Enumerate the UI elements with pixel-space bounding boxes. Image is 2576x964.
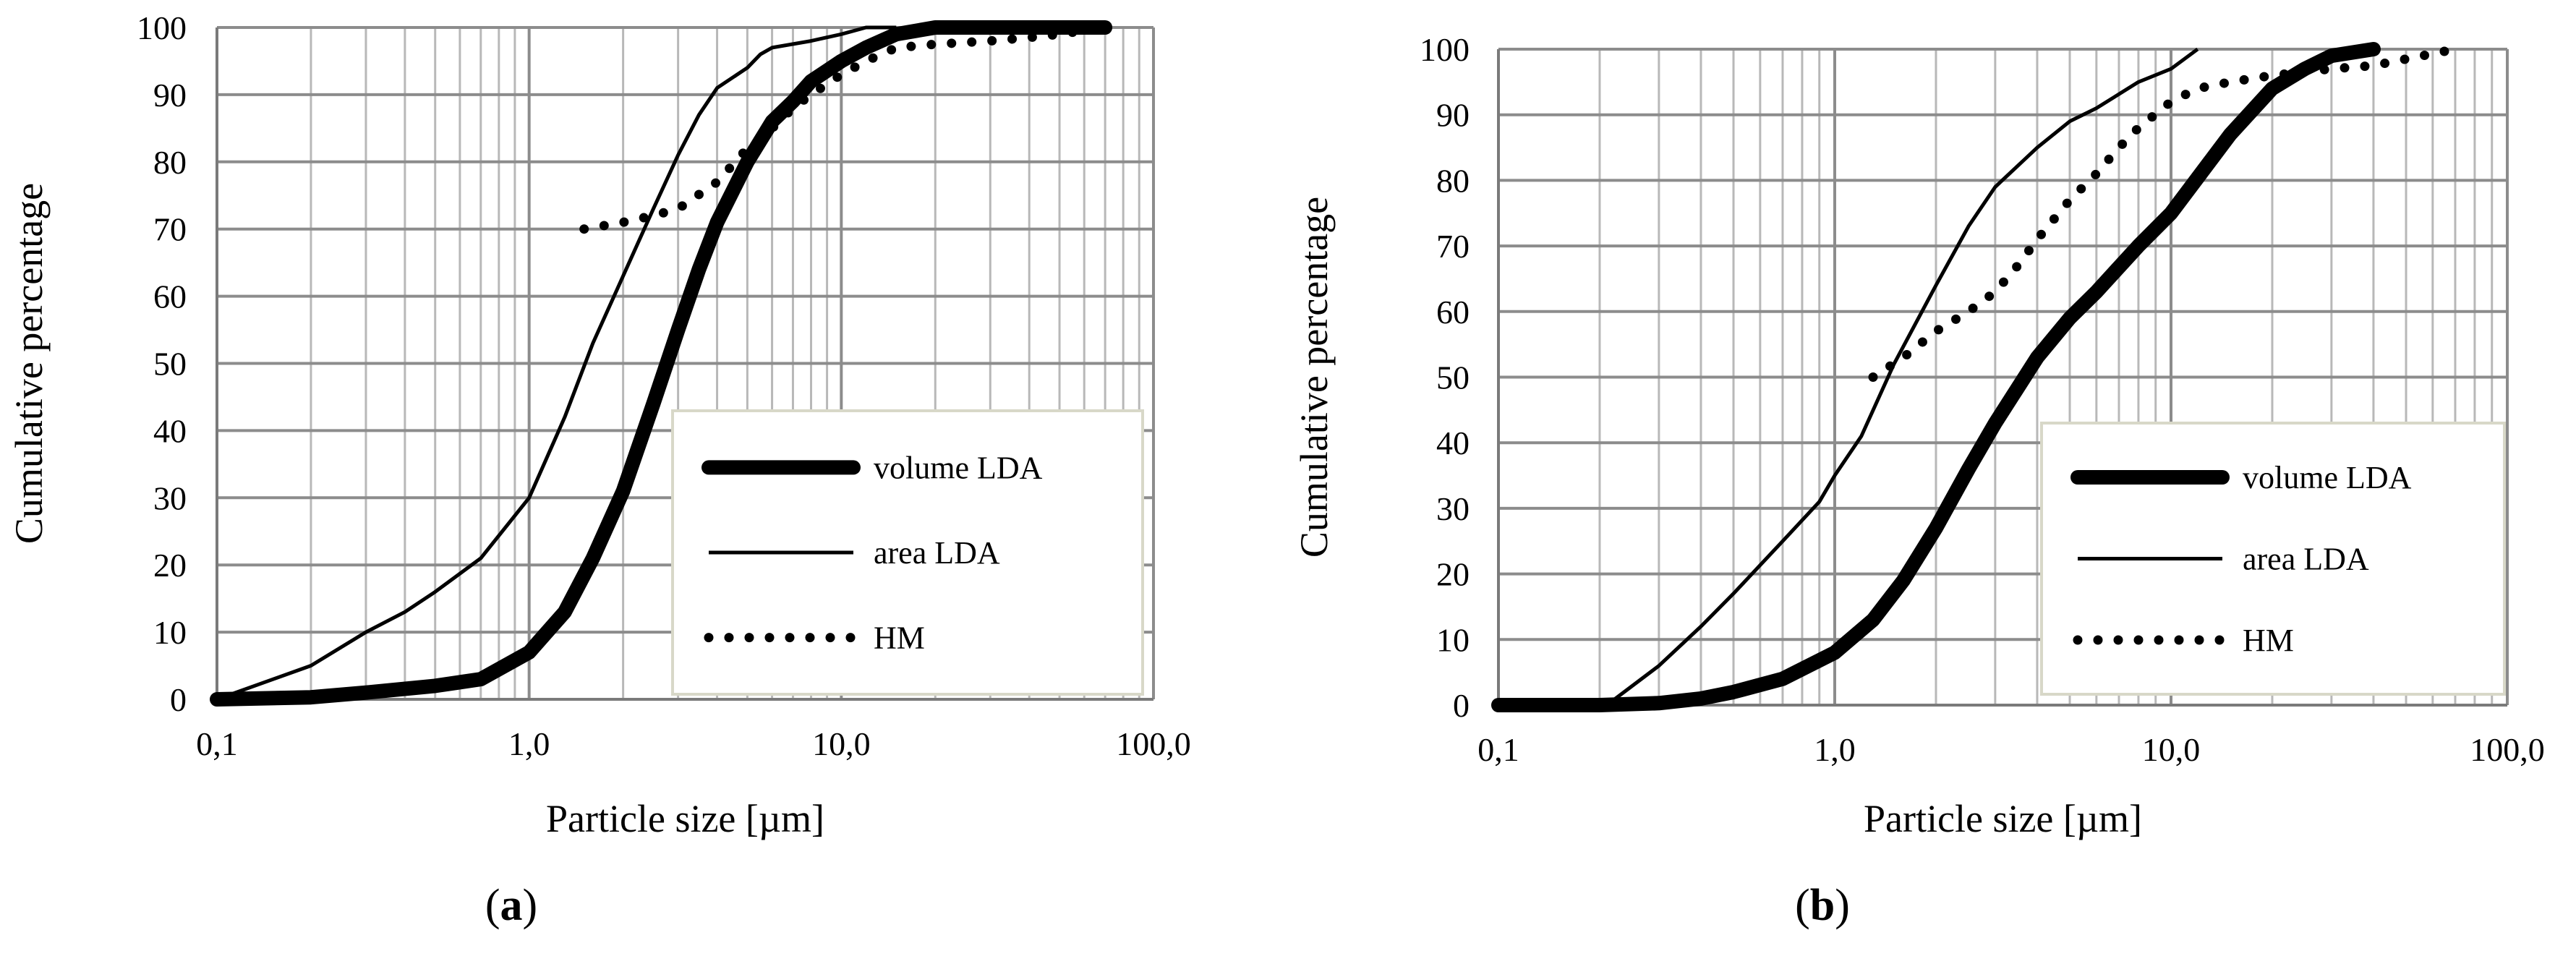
legend-label-volume-lda: volume LDA <box>2243 460 2412 495</box>
y-tick-label: 60 <box>1436 294 1470 330</box>
y-tick-label: 70 <box>1436 228 1470 265</box>
y-tick-label: 30 <box>1436 490 1470 527</box>
y-axis-label: Cumulative percentage <box>1292 197 1336 558</box>
y-tick-label: 80 <box>1436 162 1470 199</box>
y-tick-label: 100 <box>1420 31 1470 68</box>
series-line-volume-lda <box>1491 42 2381 712</box>
y-tick-label: 60 <box>153 278 187 315</box>
y-tick-label: 90 <box>1436 97 1470 134</box>
x-axis-label: Particle size [µm] <box>546 797 824 840</box>
legend-label-hm: HM <box>2243 623 2294 658</box>
legend: volume LDA area LDA HM <box>2040 422 2506 696</box>
y-tick-label: 0 <box>1453 687 1470 724</box>
legend-label-area-lda: area LDA <box>874 535 1000 571</box>
series-line-area-lda <box>1605 47 2199 707</box>
y-tick-label: 10 <box>153 614 187 651</box>
y-tick-label: 50 <box>1436 359 1470 396</box>
x-tick-label: 1,0 <box>1814 731 1856 768</box>
chart-panel-a: 0 10 20 30 40 50 60 70 80 90 100 0,1 1,0 10,0 100,0 Par… <box>7 9 1191 840</box>
caption-a: (a) <box>485 881 537 930</box>
y-tick-label: 70 <box>153 211 187 248</box>
x-tick-label: 100,0 <box>2470 731 2545 768</box>
y-axis-label: Cumulative percentage <box>7 183 51 544</box>
y-tick-label: 80 <box>153 144 187 181</box>
series-line-area-lda <box>216 25 897 701</box>
chart-panel-b: 0 10 20 30 40 50 60 70 80 90 100 0,1 1,0 10,0 100,0 Par… <box>1292 31 2545 840</box>
y-tick-label: 0 <box>170 681 187 718</box>
x-tick-label: 10,0 <box>2142 731 2201 768</box>
x-axis-label: Particle size [µm] <box>1864 797 2142 840</box>
legend-label-volume-lda: volume LDA <box>874 450 1043 485</box>
x-tick-label: 0,1 <box>1477 731 1519 768</box>
legend: volume LDA area LDA HM <box>671 409 1144 696</box>
y-tick-label: 10 <box>1436 621 1470 658</box>
x-tick-label: 0,1 <box>196 725 238 762</box>
series-line-volume-lda <box>210 20 1113 707</box>
y-tick-label: 50 <box>153 346 187 383</box>
y-tick-label: 20 <box>153 547 187 584</box>
y-tick-label: 90 <box>153 77 187 114</box>
y-tick-label: 100 <box>137 9 187 46</box>
y-tick-label: 20 <box>1436 556 1470 593</box>
x-tick-label: 1,0 <box>508 725 550 762</box>
y-tick-label: 40 <box>153 412 187 449</box>
x-tick-label: 10,0 <box>812 725 871 762</box>
legend-label-area-lda: area LDA <box>2243 542 2369 577</box>
y-tick-label: 30 <box>153 479 187 516</box>
caption-b: (b) <box>1795 881 1850 930</box>
legend-label-hm: HM <box>874 620 925 656</box>
y-tick-label: 40 <box>1436 425 1470 461</box>
x-tick-label: 100,0 <box>1116 725 1191 762</box>
